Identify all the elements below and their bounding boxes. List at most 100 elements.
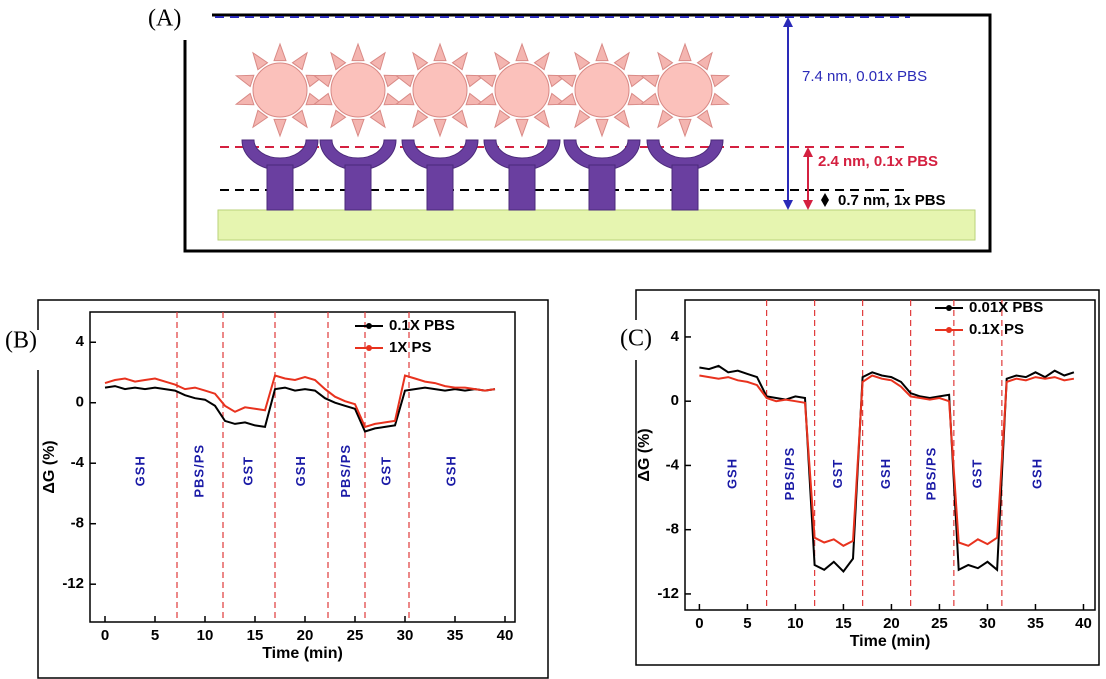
- panel-label: (A): [148, 6, 181, 32]
- x-tick-label: 40: [497, 627, 514, 644]
- ray: [291, 109, 308, 129]
- receptor-stem: [671, 164, 699, 211]
- x-tick-label: 30: [397, 627, 414, 644]
- ray: [433, 42, 447, 62]
- ray: [451, 51, 468, 71]
- receptor-cup: [401, 139, 479, 171]
- x-tick-label: 5: [743, 615, 751, 632]
- ray: [613, 109, 630, 129]
- x-tick-label: 15: [835, 615, 852, 632]
- label-mask: [580, 320, 652, 360]
- chart-frame: [635, 289, 1100, 666]
- arrow-head: [803, 200, 813, 210]
- ray: [696, 109, 713, 129]
- region-label: GSH: [1029, 458, 1044, 489]
- arrow-head: [783, 17, 793, 27]
- ray: [451, 109, 468, 129]
- legend-marker: [946, 327, 952, 333]
- ray: [595, 42, 609, 62]
- receptors: [234, 42, 731, 211]
- ray: [312, 92, 333, 106]
- panel-label: (C): [620, 326, 652, 352]
- ray: [412, 109, 429, 129]
- x-axis-label: Time (min): [262, 645, 343, 662]
- x-tick-label: 25: [347, 627, 364, 644]
- x-tick-label: 35: [447, 627, 464, 644]
- data-line: [104, 374, 496, 429]
- region-label: GST: [378, 456, 393, 486]
- region-label: GST: [969, 459, 984, 489]
- legend-marker: [946, 305, 952, 311]
- region-label: PBS/PS: [924, 447, 939, 501]
- data-line: [104, 385, 496, 433]
- receptor-stem: [344, 164, 372, 211]
- ray: [394, 74, 415, 88]
- ray: [369, 109, 386, 129]
- region-label: PBS/PS: [782, 447, 797, 501]
- diagram-label: 7.4 nm, 0.01x PBS: [802, 68, 927, 85]
- x-tick-label: 25: [931, 615, 948, 632]
- region-label: PBS/PS: [191, 444, 206, 498]
- y-tick-label: 0: [671, 392, 679, 409]
- ray: [252, 51, 269, 71]
- label-mask: [0, 330, 80, 370]
- plot-area: [684, 299, 1096, 611]
- diagram-label: 0.7 nm, 1x PBS: [838, 192, 946, 209]
- x-tick-label: 10: [787, 615, 804, 632]
- x-tick-label: 0: [101, 627, 109, 644]
- y-tick-label: -4: [666, 456, 680, 473]
- receptor-cup: [241, 139, 319, 171]
- ray: [273, 42, 287, 62]
- ray: [234, 74, 255, 88]
- ray: [515, 118, 529, 138]
- ray: [494, 109, 511, 129]
- receptor-cup: [319, 139, 397, 171]
- antigen: [412, 62, 468, 118]
- region-label: GST: [240, 456, 255, 486]
- x-tick-label: 30: [979, 615, 996, 632]
- region-label: GSH: [443, 455, 458, 486]
- receptor-cup: [563, 139, 641, 171]
- ray: [476, 92, 497, 106]
- y-tick-label: -8: [666, 521, 679, 538]
- ray: [533, 51, 550, 71]
- ray: [252, 109, 269, 129]
- ray: [351, 118, 365, 138]
- ray: [710, 74, 731, 88]
- antigen: [657, 62, 713, 118]
- x-tick-label: 20: [883, 615, 900, 632]
- ray: [639, 74, 660, 88]
- arrow-head: [783, 200, 793, 210]
- region-label: GSH: [293, 455, 308, 486]
- y-tick-label: 4: [671, 328, 680, 345]
- x-tick-label: 20: [297, 627, 314, 644]
- antigen: [252, 62, 308, 118]
- legend-label: 0.1X PS: [969, 321, 1024, 338]
- x-tick-label: 40: [1075, 615, 1092, 632]
- x-tick-label: 5: [151, 627, 159, 644]
- ray: [613, 51, 630, 71]
- receptor-stem: [588, 164, 616, 211]
- y-tick-label: -8: [71, 515, 84, 532]
- legend-marker: [366, 345, 372, 351]
- ray: [394, 92, 415, 106]
- region-label: GST: [830, 459, 845, 489]
- plot-area: [89, 311, 516, 623]
- y-tick-label: -12: [62, 575, 84, 592]
- y-tick-label: -12: [657, 585, 679, 602]
- ray: [351, 42, 365, 62]
- ray: [696, 51, 713, 71]
- ray: [369, 51, 386, 71]
- y-tick-label: 4: [76, 333, 85, 350]
- ray: [291, 51, 308, 71]
- receptor-cup: [483, 139, 561, 171]
- ray: [330, 109, 347, 129]
- ray: [574, 109, 591, 129]
- panel-label: (B): [5, 328, 37, 354]
- ray: [556, 92, 577, 106]
- antigen: [574, 62, 630, 118]
- y-axis-label: ΔG (%): [41, 440, 58, 493]
- ray: [627, 74, 648, 88]
- region-label: PBS/PS: [338, 444, 353, 498]
